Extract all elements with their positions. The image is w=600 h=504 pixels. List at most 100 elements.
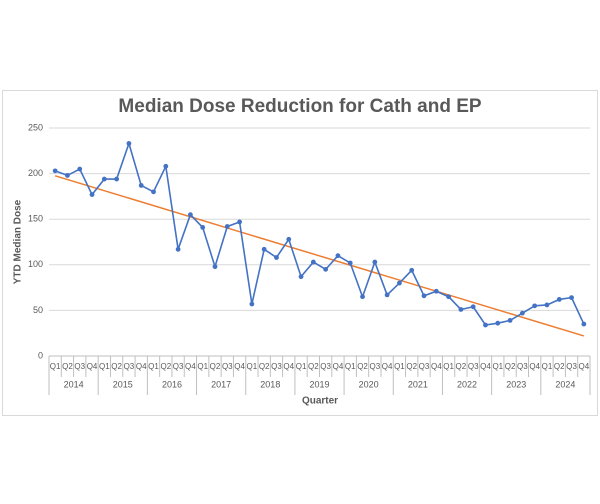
data-point xyxy=(237,219,242,225)
data-point xyxy=(249,301,255,307)
x-tick-label: Q4 xyxy=(234,362,245,371)
data-point xyxy=(433,288,439,294)
x-tick-label: Q4 xyxy=(431,362,442,371)
data-point xyxy=(347,260,353,266)
y-tick-label: 50 xyxy=(33,305,43,315)
x-tick-label: Q2 xyxy=(554,362,565,371)
x-tick-label: Q4 xyxy=(529,362,540,371)
data-point xyxy=(163,163,169,169)
x-tick-label: Q4 xyxy=(480,362,491,371)
x-axis-label: Quarter xyxy=(302,396,338,407)
data-point xyxy=(507,318,513,323)
data-point xyxy=(175,246,181,252)
data-point xyxy=(360,294,365,300)
group-label: 2018 xyxy=(260,379,280,389)
data-point xyxy=(397,280,402,286)
x-tick-label: Q3 xyxy=(173,362,184,371)
y-axis-label: YTD Median Dose xyxy=(13,199,24,284)
chart-title: Median Dose Reduction for Cath and EP xyxy=(118,96,481,117)
data-point xyxy=(495,320,501,326)
data-point xyxy=(532,303,538,309)
group-label: 2014 xyxy=(64,379,84,389)
x-tick-label: Q4 xyxy=(333,362,344,371)
data-point xyxy=(261,246,267,252)
x-tick-label: Q3 xyxy=(517,362,528,371)
x-tick-label: Q2 xyxy=(308,362,319,371)
data-point xyxy=(126,141,132,146)
data-point xyxy=(519,310,525,316)
data-point xyxy=(187,212,193,218)
x-tick-label: Q3 xyxy=(74,362,85,371)
y-tick-label: 200 xyxy=(28,168,43,178)
x-tick-label: Q3 xyxy=(271,362,282,371)
x-tick-label: Q1 xyxy=(394,362,405,371)
x-tick-label: Q3 xyxy=(468,362,479,371)
data-point xyxy=(52,168,58,174)
data-point xyxy=(581,321,587,327)
x-tick-label: Q3 xyxy=(369,362,380,371)
group-label: 2024 xyxy=(555,379,575,389)
x-tick-label: Q3 xyxy=(566,362,577,371)
trendline xyxy=(54,175,585,337)
group-label: 2016 xyxy=(162,379,182,389)
group-label: 2020 xyxy=(359,379,379,389)
x-tick-label: Q1 xyxy=(247,362,258,371)
group-label: 2021 xyxy=(408,379,428,389)
x-tick-label: Q2 xyxy=(505,362,516,371)
x-tick-label: Q3 xyxy=(320,362,331,371)
data-point xyxy=(212,264,218,270)
x-tick-label: Q2 xyxy=(210,362,221,371)
data-point xyxy=(200,225,206,230)
x-tick-label: Q1 xyxy=(345,362,356,371)
data-point xyxy=(409,267,415,273)
x-tick-label: Q2 xyxy=(406,362,417,371)
data-point xyxy=(458,307,464,312)
data-point xyxy=(101,176,107,182)
chart-frame xyxy=(2,90,598,416)
x-tick-label: Q4 xyxy=(283,362,294,371)
x-tick-label: Q4 xyxy=(382,362,393,371)
x-tick-label: Q1 xyxy=(197,362,208,371)
x-tick-label: Q2 xyxy=(62,362,73,371)
group-label: 2019 xyxy=(309,379,329,389)
x-tick-label: Q2 xyxy=(357,362,368,371)
y-tick-label: 0 xyxy=(38,350,43,360)
data-point xyxy=(569,295,574,301)
x-tick-label: Q4 xyxy=(579,362,590,371)
x-tick-label: Q4 xyxy=(185,362,196,371)
x-tick-label: Q1 xyxy=(50,362,61,371)
data-point xyxy=(384,292,390,298)
data-point xyxy=(446,294,452,300)
data-point xyxy=(114,176,120,182)
x-tick-label: Q1 xyxy=(296,362,307,371)
data-point xyxy=(323,266,329,272)
group-label: 2017 xyxy=(211,379,231,389)
y-tick-label: 150 xyxy=(28,214,43,224)
data-point xyxy=(89,192,95,197)
group-label: 2023 xyxy=(506,379,526,389)
data-point xyxy=(470,304,476,310)
data-point xyxy=(298,274,304,280)
x-tick-label: Q2 xyxy=(259,362,270,371)
data-point xyxy=(483,322,488,328)
data-point xyxy=(421,293,427,299)
x-tick-label: Q2 xyxy=(111,362,122,371)
y-tick-label: 250 xyxy=(28,122,43,132)
data-point xyxy=(556,297,562,302)
x-tick-label: Q3 xyxy=(222,362,233,371)
x-tick-label: Q2 xyxy=(456,362,467,371)
data-point xyxy=(286,236,292,242)
data-point xyxy=(274,255,279,260)
x-tick-label: Q1 xyxy=(99,362,110,371)
x-tick-label: Q1 xyxy=(443,362,454,371)
group-label: 2015 xyxy=(113,379,133,389)
y-tick-label: 100 xyxy=(28,259,43,269)
data-point xyxy=(77,166,83,172)
data-point xyxy=(310,259,316,265)
x-tick-label: Q4 xyxy=(136,362,147,371)
data-point xyxy=(151,189,156,195)
x-tick-label: Q1 xyxy=(148,362,159,371)
data-point xyxy=(372,259,378,265)
x-tick-label: Q3 xyxy=(419,362,430,371)
